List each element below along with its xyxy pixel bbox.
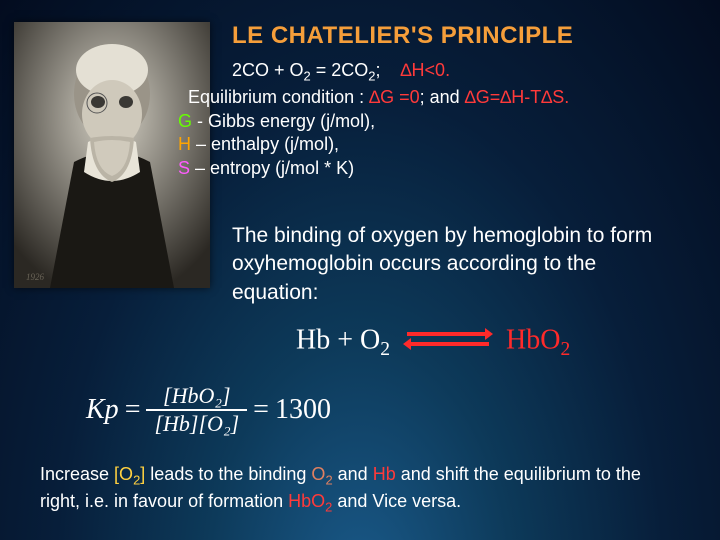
bt-hbo2: HbO [288, 491, 325, 511]
chem-p2: = 2CO [311, 60, 369, 80]
kp-val: 1300 [275, 394, 331, 426]
eq-rel: ∆G=∆H-T∆S. [465, 87, 570, 107]
equilibrium-condition: Equilibrium condition : ∆G =0; and ∆G=∆H… [188, 86, 569, 109]
eq-label: Equilibrium condition : [188, 87, 369, 107]
hbeq-sub: 2 [380, 339, 390, 360]
kp-lhs: Kp [86, 394, 119, 426]
hbeq-lhs: Hb + O [296, 324, 380, 355]
bt-c: and [333, 464, 373, 484]
kp-fraction: [HbO₂] [Hb][O₂] [150, 384, 243, 436]
txt-s: – entropy (j/mol * K) [190, 158, 354, 178]
hemoglobin-text: The binding of oxygen by hemoglobin to f… [232, 222, 672, 307]
equilibrium-arrows-icon [403, 324, 493, 360]
hbeq-rsub: 2 [560, 339, 570, 360]
svg-text:1926: 1926 [26, 272, 45, 282]
txt-h: – enthalpy (j/mol), [191, 134, 339, 154]
slide-title: LE CHATELIER'S PRINCIPLE [232, 22, 573, 50]
txt-g: - Gibbs energy (j/mol), [192, 111, 375, 131]
chem-p1: 2CO + O [232, 60, 304, 80]
hbeq-rhs: HbO [506, 324, 560, 355]
delta-h: ∆H<0. [401, 60, 451, 80]
bottom-text: Increase [O2] leads to the binding O2 an… [40, 462, 680, 516]
kp-num: [HbO₂] [159, 384, 235, 408]
hemoglobin-equation: Hb + O2 HbO2 [296, 324, 570, 361]
bt-o2b: O [311, 464, 325, 484]
sym-h: H [178, 134, 191, 154]
bt-o2bs: 2 [325, 473, 332, 488]
bt-o2: [O [114, 464, 133, 484]
bt-e: and Vice versa. [332, 491, 461, 511]
symbol-definitions: G - Gibbs energy (j/mol), H – enthalpy (… [178, 110, 375, 180]
chem-equation: 2CO + O2 = 2CO2; ∆H<0. [232, 60, 450, 84]
kp-equation: Kp = [HbO₂] [Hb][O₂] = 1300 [86, 384, 331, 436]
eq-mid: ; and [420, 87, 465, 107]
bt-b: leads to the binding [145, 464, 311, 484]
eq-dg0: ∆G =0 [369, 87, 420, 107]
sym-s: S [178, 158, 190, 178]
sym-g: G [178, 111, 192, 131]
chem-p3: ; [376, 60, 381, 80]
bt-hb: Hb [373, 464, 396, 484]
kp-den: [Hb][O₂] [150, 412, 243, 436]
bt-a: Increase [40, 464, 114, 484]
